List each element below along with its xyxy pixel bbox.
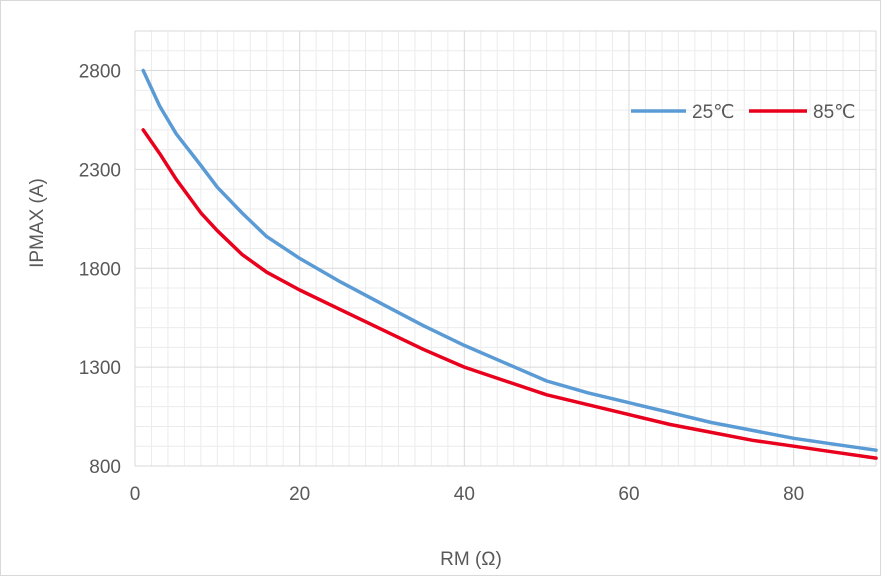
y-tick-label: 1300	[79, 358, 121, 379]
legend-label: 85℃	[813, 102, 855, 123]
x-tick-label: 60	[618, 484, 639, 505]
series-line-25c	[141, 68, 878, 452]
x-tick-label: 20	[289, 484, 310, 505]
series-layer	[141, 68, 878, 460]
x-tick-label: 40	[454, 484, 475, 505]
y-tick-label: 800	[89, 457, 121, 478]
x-axis-ticks: 0 20 40 60 80	[130, 484, 805, 505]
y-tick-label: 2800	[79, 62, 121, 83]
major-gridlines	[134, 30, 877, 467]
legend-label: 25℃	[692, 102, 734, 123]
legend: 25℃ 85℃	[631, 102, 855, 123]
x-tick-label: 0	[130, 484, 141, 505]
x-axis-title: RM (Ω)	[440, 549, 502, 570]
series-line-85c	[141, 128, 878, 460]
x-tick-label: 80	[783, 484, 804, 505]
y-axis-title: IPMAX (A)	[27, 178, 48, 268]
y-tick-label: 2300	[79, 160, 121, 181]
y-tick-label: 1800	[79, 259, 121, 280]
minor-gridlines	[135, 30, 877, 466]
y-axis-ticks: 800 1300 1800 2300 2800	[79, 62, 121, 478]
